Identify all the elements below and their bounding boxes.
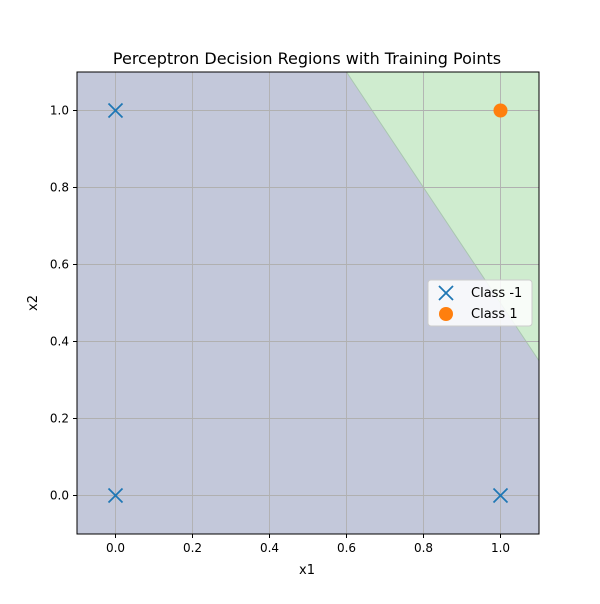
x-tick-label: 0.2 (183, 541, 202, 555)
legend-marker-class-neg1 (438, 285, 454, 301)
y-tick-label: 0.6 (50, 258, 69, 272)
chart-title: Perceptron Decision Regions with Trainin… (113, 49, 501, 68)
legend-box (427, 279, 533, 327)
x-tick-label: 0.8 (414, 541, 433, 555)
y-tick-label: 0.2 (50, 412, 69, 426)
data-point-class-neg1 (492, 487, 509, 504)
x-tick-label: 0.6 (337, 541, 356, 555)
data-point-class-1 (493, 103, 508, 118)
x-tick-label: 0.4 (260, 541, 279, 555)
data-point-class-neg1 (107, 487, 124, 504)
legend-label-class-1: Class 1 (471, 307, 518, 322)
data-point-class-neg1 (107, 102, 124, 119)
y-tick-label: 1.0 (50, 104, 69, 118)
y-axis-label: x2 (26, 295, 41, 311)
legend-marker-class-1 (439, 307, 453, 321)
y-tick-label: 0.8 (50, 181, 69, 195)
y-tick-label: 0.0 (50, 489, 69, 503)
x-tick-label: 0.0 (106, 541, 125, 555)
axes-frame (76, 71, 540, 535)
x-tick-label: 1.0 (491, 541, 510, 555)
y-tick-label: 0.4 (50, 335, 69, 349)
x-axis-label: x1 (299, 563, 315, 578)
legend-label-class-neg1: Class -1 (471, 286, 522, 301)
plot-area: 0.0 0.2 0.4 0.6 0.8 1.0 0.0 0.2 0.4 0.6 0.8 1.0 Clas… (50, 71, 540, 555)
